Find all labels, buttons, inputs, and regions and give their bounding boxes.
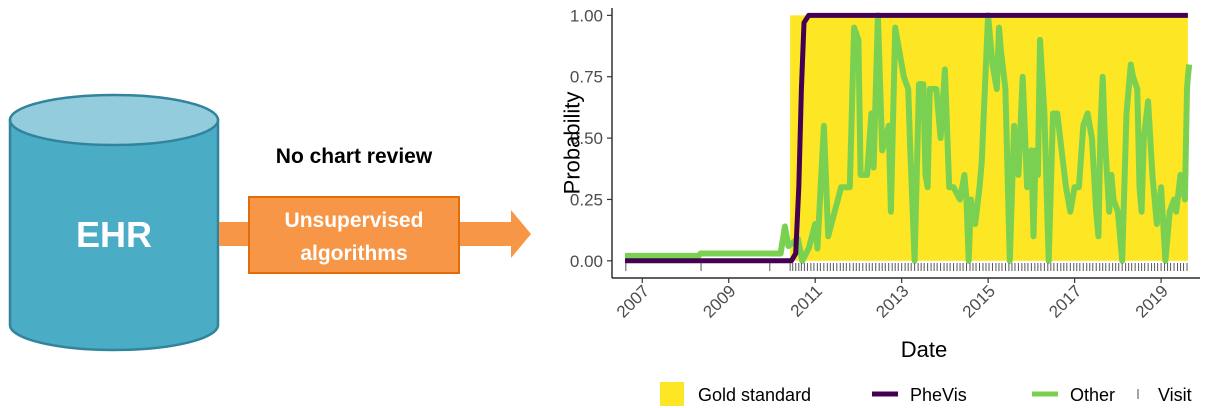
process-box-line1: Unsupervised <box>285 209 424 232</box>
y-axis-title: Probability <box>560 92 585 195</box>
unsupervised-algorithms-box <box>248 196 460 274</box>
y-tick-label: 0.50 <box>570 129 603 148</box>
series-line-other <box>625 12 1193 264</box>
y-tick-label: 1.00 <box>570 6 603 25</box>
ehr-pipeline-diagram: EHR Unsupervised algorithms No chart rev… <box>8 93 531 352</box>
series-line-phevis <box>625 12 1188 264</box>
x-tick-label: 2017 <box>1045 281 1085 321</box>
y-tick-label: 0.25 <box>570 190 603 209</box>
legend: Gold standard PheVis Other Visit <box>660 382 1192 406</box>
legend-key-gold-standard <box>660 382 684 406</box>
legend-label: Other <box>1070 385 1115 405</box>
x-tick-label: 2009 <box>699 281 739 321</box>
x-tick-label: 2011 <box>787 281 826 320</box>
visit-rug-layer <box>625 263 1188 271</box>
x-tick-label: 2007 <box>613 281 653 321</box>
legend-label: Gold standard <box>698 385 811 405</box>
process-box-line2: algorithms <box>300 242 407 265</box>
y-tick-label: 0.75 <box>570 68 603 87</box>
series-layer <box>625 12 1193 264</box>
x-axis-title: Date <box>901 337 947 362</box>
legend-label: Visit <box>1158 385 1192 405</box>
x-tick-label: 2015 <box>959 281 999 321</box>
x-tick-label: 2013 <box>872 281 912 321</box>
process-arrow <box>219 210 531 258</box>
no-chart-review-label: No chart review <box>276 145 433 168</box>
y-tick-label: 0.00 <box>570 252 603 271</box>
legend-label: PheVis <box>910 385 967 405</box>
database-label: EHR <box>76 214 152 255</box>
x-tick-label: 2019 <box>1132 281 1172 321</box>
ehr-database-cylinder <box>8 93 220 352</box>
